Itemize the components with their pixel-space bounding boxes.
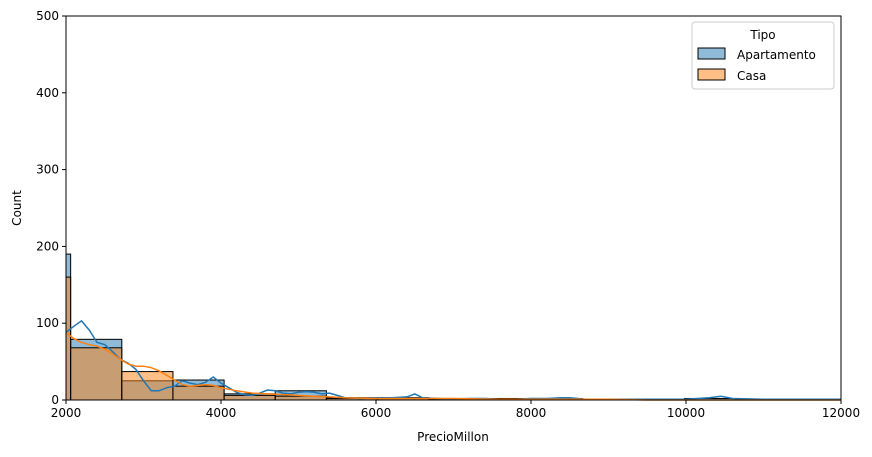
bar-casa-3 bbox=[172, 385, 225, 401]
x-axis-label: PrecioMillon bbox=[417, 430, 489, 444]
legend: Tipo Apartamento Casa bbox=[691, 21, 835, 90]
apartamento-bars bbox=[65, 253, 842, 401]
bar-casa-0 bbox=[65, 276, 72, 401]
x-tick-label: 6000 bbox=[361, 406, 392, 420]
y-tick-label: 200 bbox=[36, 239, 59, 253]
x-tick-label: 10000 bbox=[667, 406, 705, 420]
y-tick-label: 300 bbox=[36, 163, 59, 177]
bar-casa-4 bbox=[223, 394, 276, 401]
legend-label-apartamento: Apartamento bbox=[737, 48, 816, 62]
bar-casa-1 bbox=[70, 347, 123, 401]
y-tick-label: 100 bbox=[36, 316, 59, 330]
plot-frame bbox=[65, 15, 842, 401]
kde-line-casa bbox=[65, 331, 841, 401]
legend-swatch-apartamento bbox=[697, 47, 726, 60]
x-tick-label: 12000 bbox=[822, 406, 860, 420]
legend-frame bbox=[691, 21, 835, 90]
casa-bars bbox=[65, 276, 685, 401]
x-tick-label: 8000 bbox=[516, 406, 547, 420]
x-tick-label: 2000 bbox=[51, 406, 82, 420]
x-tick-label: 4000 bbox=[206, 406, 237, 420]
y-tick-label: 0 bbox=[51, 393, 59, 407]
legend-label-casa: Casa bbox=[737, 69, 766, 83]
legend-title: Tipo bbox=[749, 28, 775, 42]
y-axis-label: Count bbox=[10, 190, 24, 226]
y-tick-label: 400 bbox=[36, 86, 59, 100]
y-tick-label: 500 bbox=[36, 9, 59, 23]
legend-swatch-casa bbox=[697, 68, 726, 81]
kde-line-apartamento bbox=[65, 319, 841, 400]
axes: 2000 4000 6000 8000 10000 12000 0 100 200 300 400 5… bbox=[36, 9, 860, 420]
kde-lines bbox=[65, 319, 841, 401]
